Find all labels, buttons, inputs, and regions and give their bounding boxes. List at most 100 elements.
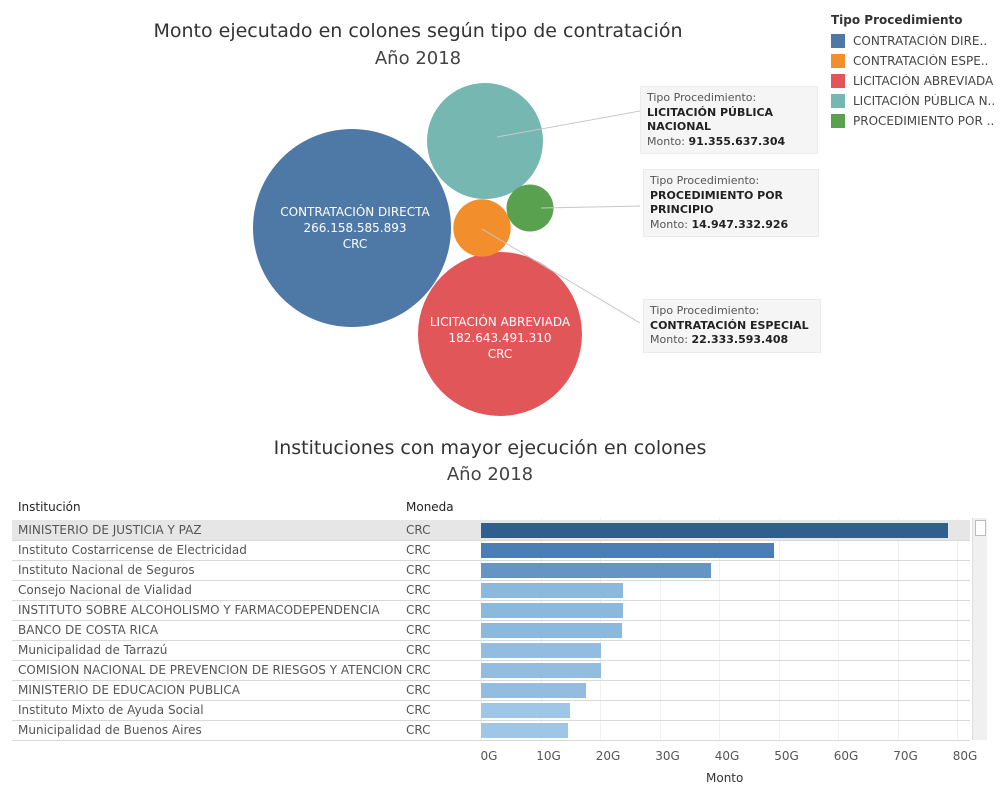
- tooltip-leader-especial: [481, 228, 641, 324]
- monto-bar[interactable]: [481, 523, 949, 538]
- bar-chart-title: Instituciones con mayor ejecución en col…: [273, 437, 707, 459]
- bubble-label-directa-unit: CRC: [342, 237, 368, 251]
- tooltip-leader-publica: [496, 110, 641, 138]
- tooltip-publica-name: LICITACIÓN PÚBLICA NACIONAL: [647, 105, 774, 134]
- tooltip-especial-monto-label: Monto:: [650, 333, 688, 346]
- gridline: [838, 518, 839, 740]
- institucion-cell: MINISTERIO DE JUSTICIA Y PAZ: [18, 523, 202, 537]
- tooltip-publica: Tipo Procedimiento: LICITACIÓN PÚBLICA N…: [640, 86, 818, 154]
- x-tick-label: 40G: [714, 749, 740, 763]
- legend-swatch: [831, 54, 845, 68]
- institucion-cell: Instituto Mixto de Ayuda Social: [18, 703, 204, 717]
- tooltip-especial-label: Tipo Procedimiento:: [650, 304, 760, 317]
- institucion-cell: BANCO DE COSTA RICA: [18, 623, 159, 637]
- legend-label: CONTRATACIÓN ESPE..: [853, 54, 989, 68]
- table-row[interactable]: Instituto Mixto de Ayuda Social CRC: [12, 700, 970, 721]
- bubble-contratacion-especial[interactable]: [453, 199, 511, 257]
- tooltip-publica-monto-label: Monto:: [647, 134, 685, 148]
- tooltip-principio: Tipo Procedimiento: PROCEDIMIENTO POR PR…: [643, 169, 819, 237]
- monto-bar[interactable]: [481, 563, 711, 578]
- column-header-moneda: Moneda: [406, 500, 454, 514]
- bubble-licitacion-abreviada[interactable]: [418, 252, 582, 416]
- table-row[interactable]: Municipalidad de Tarrazú CRC: [12, 640, 970, 661]
- x-tick-label: 80G: [952, 749, 978, 763]
- x-axis-label: Monto: [706, 771, 744, 785]
- bubble-procedimiento-principio[interactable]: [506, 184, 554, 232]
- monto-bar[interactable]: [481, 583, 624, 598]
- table-row[interactable]: Municipalidad de Buenos Aires CRC: [12, 720, 970, 741]
- x-tick-label: 50G: [774, 749, 799, 763]
- bubble-chart: [253, 83, 641, 416]
- tooltip-principio-name: PROCEDIMIENTO POR PRINCIPIO: [650, 188, 784, 217]
- institucion-cell: COMISION NACIONAL DE PREVENCION DE RIESG…: [18, 663, 402, 677]
- monto-bar[interactable]: [481, 663, 601, 678]
- vertical-scrollbar[interactable]: [972, 518, 987, 740]
- monto-bar[interactable]: [481, 603, 623, 618]
- x-tick-label: 10G: [536, 749, 561, 763]
- monto-bar[interactable]: [481, 623, 622, 638]
- tooltip-especial-monto: Monto: 22.333.593.408: [650, 333, 814, 348]
- institucion-cell: Municipalidad de Tarrazú: [18, 643, 168, 657]
- tooltip-publica-monto-value: 91.355.637.304: [688, 134, 786, 148]
- legend-title: Tipo Procedimiento: [831, 13, 963, 27]
- legend-item[interactable]: LICITACIÓN ABREVIADA: [831, 71, 996, 91]
- monto-bar[interactable]: [481, 723, 568, 738]
- bubble-label-abreviada: LICITACIÓN ABREVIADA 182.643.491.310 CRC: [400, 314, 600, 362]
- monto-bar[interactable]: [481, 703, 570, 718]
- monto-bar[interactable]: [481, 683, 587, 698]
- x-tick-label: 20G: [595, 749, 621, 763]
- legend: Tipo Procedimiento CONTRATACIÓN DIRE.. CO…: [831, 13, 996, 131]
- institucion-cell: MINISTERIO DE EDUCACION PUBLICA: [18, 683, 240, 697]
- institucion-cell: Instituto Costarricense de Electricidad: [18, 543, 247, 557]
- moneda-cell: CRC: [406, 543, 431, 557]
- monto-bar[interactable]: [481, 643, 602, 658]
- legend-item[interactable]: LICITACIÓN PÚBLICA N..: [831, 91, 996, 111]
- tooltip-especial-monto-value: 22.333.593.408: [691, 333, 789, 346]
- tooltip-principio-monto: Monto: 14.947.332.926: [650, 218, 812, 233]
- legend-swatch: [831, 34, 845, 48]
- tooltip-publica-label: Tipo Procedimiento:: [647, 91, 757, 104]
- legend-label: LICITACIÓN ABREVIADA: [853, 74, 994, 88]
- moneda-cell: CRC: [406, 623, 431, 637]
- bubble-chart-title: Monto ejecutado en colones según tipo de…: [153, 20, 683, 42]
- institucion-cell: INSTITUTO SOBRE ALCOHOLISMO Y FARMACODEP…: [18, 603, 380, 617]
- moneda-cell: CRC: [406, 603, 431, 617]
- table-row[interactable]: MINISTERIO DE EDUCACION PUBLICA CRC: [12, 680, 970, 701]
- moneda-cell: CRC: [406, 563, 431, 577]
- x-tick-label: 30G: [655, 749, 680, 763]
- institucion-cell: Municipalidad de Buenos Aires: [18, 723, 202, 737]
- legend-item[interactable]: PROCEDIMIENTO POR ..: [831, 111, 996, 131]
- bubble-contratacion-directa[interactable]: [253, 129, 451, 327]
- bubble-label-abreviada-name: LICITACIÓN ABREVIADA: [429, 315, 571, 329]
- bubble-label-directa-value: 266.158.585.893: [303, 221, 407, 235]
- legend-item[interactable]: CONTRATACIÓN ESPE..: [831, 51, 996, 71]
- table-row[interactable]: BANCO DE COSTA RICA CRC: [12, 620, 970, 641]
- bubble-label-directa: CONTRATACIÓN DIRECTA 266.158.585.893 CRC: [255, 204, 455, 252]
- tooltip-principio-label: Tipo Procedimiento:: [650, 174, 760, 187]
- tooltip-especial-name: CONTRATACIÓN ESPECIAL: [650, 318, 809, 332]
- gridline: [897, 518, 899, 740]
- table-row[interactable]: MINISTERIO DE JUSTICIA Y PAZ CRC: [12, 520, 970, 541]
- bubble-licitacion-publica[interactable]: [427, 83, 543, 199]
- table-row[interactable]: Consejo Nacional de Vialidad CRC: [12, 580, 970, 601]
- moneda-cell: CRC: [406, 663, 431, 677]
- table-row[interactable]: Instituto Costarricense de Electricidad C…: [12, 540, 970, 561]
- legend-label: CONTRATACIÓN DIRE..: [853, 34, 988, 48]
- table-row[interactable]: COMISION NACIONAL DE PREVENCION DE RIESG…: [12, 660, 970, 681]
- table-row[interactable]: INSTITUTO SOBRE ALCOHOLISMO Y FARMACODEP…: [12, 600, 970, 621]
- column-header-institucion: Institución: [18, 500, 81, 514]
- gridline: [719, 518, 720, 740]
- tooltip-publica-monto: Monto: 91.355.637.304: [647, 135, 811, 150]
- scrollbar-thumb[interactable]: [975, 520, 986, 536]
- legend-swatch: [831, 74, 845, 88]
- gridline: [778, 518, 780, 740]
- monto-bar[interactable]: [481, 543, 775, 558]
- x-tick-label: 60G: [833, 749, 859, 763]
- gridline: [957, 518, 958, 740]
- legend-label: PROCEDIMIENTO POR ..: [853, 114, 995, 128]
- moneda-cell: CRC: [406, 683, 431, 697]
- legend-item[interactable]: CONTRATACIÓN DIRE..: [831, 31, 996, 51]
- institucion-cell: Instituto Nacional de Seguros: [18, 563, 195, 577]
- table-row[interactable]: Instituto Nacional de Seguros CRC: [12, 560, 970, 581]
- gridline: [659, 518, 661, 740]
